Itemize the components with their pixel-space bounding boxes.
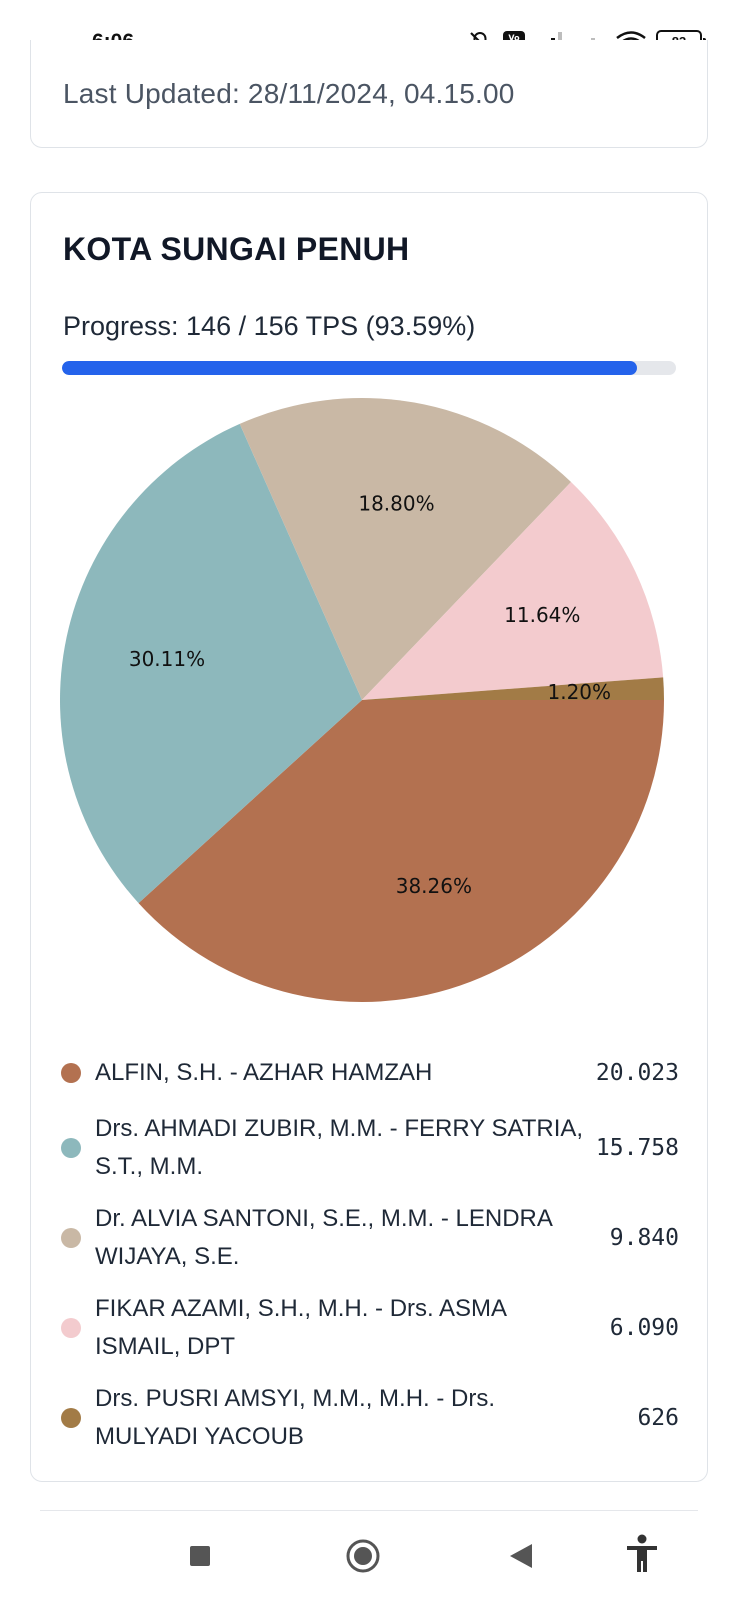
region-title: KOTA SUNGAI PENUH: [63, 231, 410, 267]
legend-item-label-group: ALFIN, S.H. - AZHAR HAMZAH: [61, 1054, 585, 1092]
legend-candidate-name: ALFIN, S.H. - AZHAR HAMZAH: [95, 1059, 433, 1086]
accessibility-icon[interactable]: [624, 1534, 660, 1574]
legend-color-dot: [61, 1063, 81, 1083]
progress-bar-fill: [62, 361, 637, 375]
pie-slice[interactable]: [362, 677, 664, 700]
back-triangle-icon[interactable]: [508, 1542, 534, 1570]
slice-percent-label: 18.80%: [358, 492, 434, 516]
slice-percent-label: 1.20%: [548, 680, 612, 704]
svg-text:Vo: Vo: [508, 34, 520, 43]
legend-color-dot: [61, 1228, 81, 1248]
recents-square-icon[interactable]: [188, 1544, 212, 1568]
last-updated-text: Last Updated: 28/11/2024, 04.15.00: [63, 78, 515, 109]
legend-item[interactable]: Drs. PUSRI AMSYI, M.M., M.H. - Drs. MULY…: [61, 1373, 679, 1463]
legend-item[interactable]: ALFIN, S.H. - AZHAR HAMZAH 20.023: [61, 1043, 679, 1103]
slice-percent-label: 38.26%: [396, 874, 472, 898]
legend-vote-count: 20.023: [595, 1060, 679, 1086]
legend-color-dot: [61, 1318, 81, 1338]
legend-item[interactable]: FIKAR AZAMI, S.H., M.H. - Drs. ASMA ISMA…: [61, 1283, 679, 1373]
progress-bar: [62, 361, 676, 375]
legend-color-dot: [61, 1138, 81, 1158]
pie-slice[interactable]: [362, 482, 664, 700]
legend-vote-count: 9.840: [609, 1225, 679, 1251]
pie-chart: 38.26% 30.11% 18.80% 11.64% 1.20%: [60, 398, 664, 1002]
slice-percent-label: 11.64%: [504, 603, 580, 627]
navigation-bar: [0, 1520, 738, 1600]
legend-vote-count: 626: [637, 1405, 679, 1431]
legend-item[interactable]: Dr. ALVIA SANTONI, S.E., M.M. - LENDRA W…: [61, 1193, 679, 1283]
progress-text: Progress: 146 / 156 TPS (93.59%): [63, 311, 476, 341]
legend-candidate-name: FIKAR AZAMI, S.H., M.H. - Drs. ASMA ISMA…: [95, 1295, 506, 1360]
legend-color-dot: [61, 1408, 81, 1428]
legend-candidate-name: Drs. AHMADI ZUBIR, M.M. - FERRY SATRIA, …: [95, 1115, 584, 1180]
legend-vote-count: 6.090: [609, 1315, 679, 1341]
update-card: Last Updated: 28/11/2024, 04.15.00: [30, 40, 708, 148]
region-card: KOTA SUNGAI PENUH Progress: 146 / 156 TP…: [30, 192, 708, 1482]
legend-item-label-group: Drs. AHMADI ZUBIR, M.M. - FERRY SATRIA, …: [61, 1110, 585, 1186]
legend-item[interactable]: Drs. AHMADI ZUBIR, M.M. - FERRY SATRIA, …: [61, 1103, 679, 1193]
legend-item-label-group: Drs. PUSRI AMSYI, M.M., M.H. - Drs. MULY…: [61, 1380, 585, 1456]
chart-legend: ALFIN, S.H. - AZHAR HAMZAH 20.023 Drs. AHM…: [61, 1043, 679, 1463]
slice-percent-label: 30.11%: [129, 647, 205, 671]
nav-divider: [40, 1510, 698, 1511]
pie-slice[interactable]: [239, 398, 572, 700]
legend-vote-count: 15.758: [595, 1135, 679, 1161]
legend-item-label-group: FIKAR AZAMI, S.H., M.H. - Drs. ASMA ISMA…: [61, 1290, 585, 1366]
home-circle-icon[interactable]: [345, 1538, 381, 1574]
pie-slice[interactable]: [60, 423, 363, 904]
legend-candidate-name: Dr. ALVIA SANTONI, S.E., M.M. - LENDRA W…: [95, 1205, 552, 1270]
pie-slice[interactable]: [138, 700, 664, 1002]
legend-item-label-group: Dr. ALVIA SANTONI, S.E., M.M. - LENDRA W…: [61, 1200, 585, 1276]
legend-candidate-name: Drs. PUSRI AMSYI, M.M., M.H. - Drs. MULY…: [95, 1385, 496, 1450]
